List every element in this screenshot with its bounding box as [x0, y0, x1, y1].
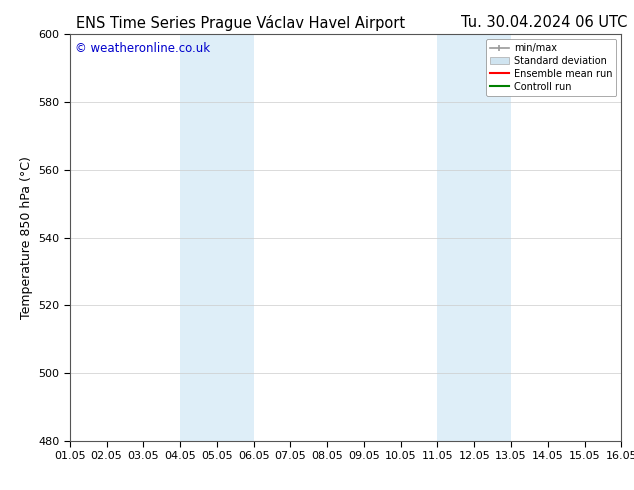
Text: Tu. 30.04.2024 06 UTC: Tu. 30.04.2024 06 UTC	[462, 15, 628, 30]
Text: ENS Time Series Prague Václav Havel Airport: ENS Time Series Prague Václav Havel Airp…	[76, 15, 405, 31]
Y-axis label: Temperature 850 hPa (°C): Temperature 850 hPa (°C)	[20, 156, 32, 319]
Bar	[180, 34, 254, 441]
Bar	[437, 34, 511, 441]
Text: © weatheronline.co.uk: © weatheronline.co.uk	[75, 43, 210, 55]
Legend: min/max, Standard deviation, Ensemble mean run, Controll run: min/max, Standard deviation, Ensemble me…	[486, 39, 616, 96]
